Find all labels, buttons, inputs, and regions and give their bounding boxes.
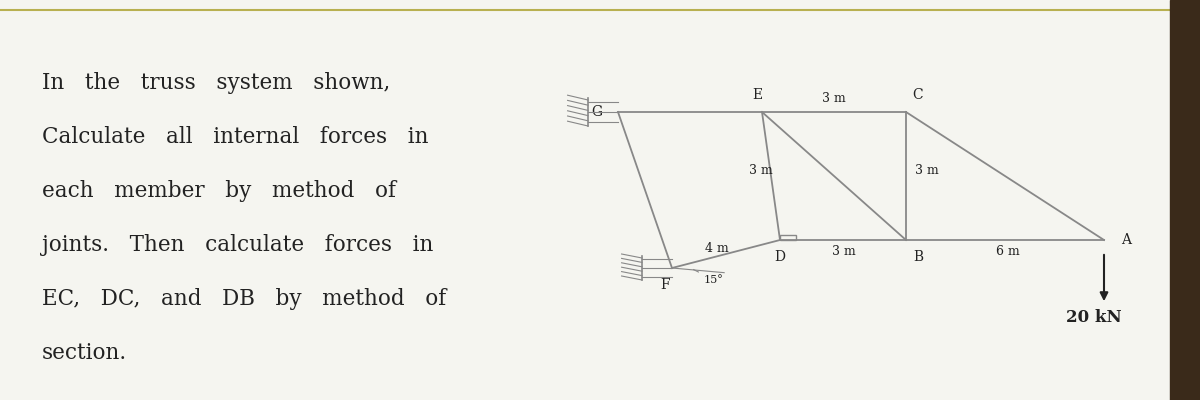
Text: 20 kN: 20 kN: [1066, 310, 1121, 326]
Text: each   member   by   method   of: each member by method of: [42, 180, 396, 202]
Text: section.: section.: [42, 342, 127, 364]
Text: E: E: [752, 88, 762, 102]
Text: C: C: [913, 88, 923, 102]
Text: D: D: [774, 250, 786, 264]
Bar: [1170, 0, 1200, 400]
Text: 15°: 15°: [703, 275, 722, 285]
Text: G: G: [590, 105, 602, 119]
Bar: [780, 235, 796, 240]
Text: joints.   Then   calculate   forces   in: joints. Then calculate forces in: [42, 234, 433, 256]
Text: 3 m: 3 m: [832, 245, 856, 258]
Text: 3 m: 3 m: [914, 164, 938, 176]
Text: 6 m: 6 m: [996, 245, 1020, 258]
Text: 4 m: 4 m: [704, 242, 728, 255]
Text: B: B: [913, 250, 923, 264]
Text: A: A: [1121, 233, 1130, 247]
Text: 3 m: 3 m: [749, 164, 773, 176]
Text: EC,   DC,   and   DB   by   method   of: EC, DC, and DB by method of: [42, 288, 446, 310]
Text: Calculate   all   internal   forces   in: Calculate all internal forces in: [42, 126, 428, 148]
Text: F: F: [660, 278, 670, 292]
Text: In   the   truss   system   shown,: In the truss system shown,: [42, 72, 390, 94]
Text: 3 m: 3 m: [822, 92, 846, 104]
